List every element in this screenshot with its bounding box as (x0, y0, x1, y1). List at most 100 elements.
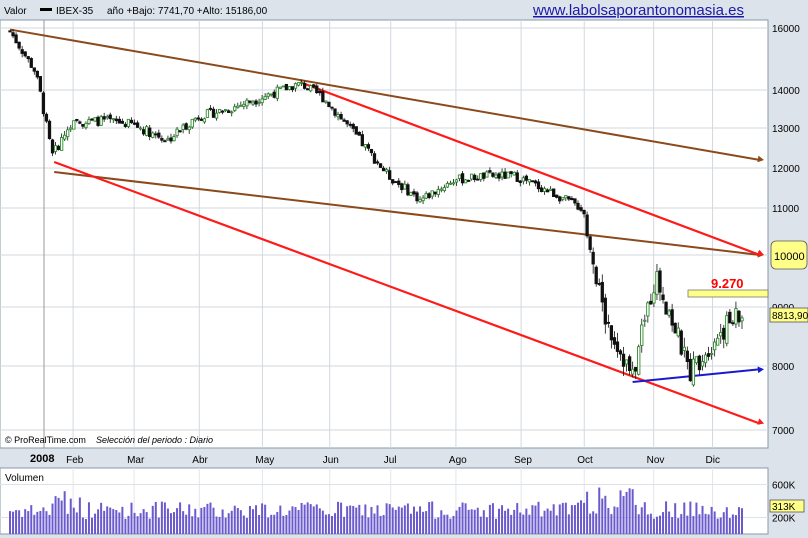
volume-bar (491, 503, 494, 534)
candle-body (391, 179, 395, 184)
volume-bar (215, 516, 218, 534)
volume-bar (115, 510, 118, 534)
volume-bar (610, 514, 613, 534)
volume-bar (534, 505, 537, 534)
candle-body (713, 341, 717, 351)
volume-bar (288, 510, 291, 534)
candle-body (187, 126, 191, 131)
volume-bar (370, 507, 373, 534)
volume-bar (388, 504, 391, 534)
brown-trendline (9, 28, 761, 161)
candle-body (658, 270, 662, 293)
volume-bar (30, 505, 33, 534)
candle-body (697, 355, 702, 371)
candle-body (564, 195, 568, 199)
candle-body (248, 100, 252, 103)
red-trendline (53, 160, 761, 425)
candle-body (509, 171, 513, 175)
candle-body (339, 114, 343, 120)
candle-body (366, 144, 371, 149)
volume-bar (118, 512, 121, 534)
volume-bar (333, 513, 336, 534)
x-tick-label: Jul (384, 455, 397, 466)
volume-bar (364, 504, 367, 534)
volume-tick-label: 600K (772, 481, 796, 492)
volume-bar (589, 513, 592, 534)
candle-body (740, 317, 744, 322)
volume-bar (573, 505, 576, 534)
volume-bar (416, 511, 419, 534)
volume-bar (397, 506, 400, 534)
candle-body (275, 86, 279, 99)
volume-bar (683, 502, 686, 534)
candle-body (102, 116, 106, 120)
candle-body (533, 180, 538, 184)
candle-body (515, 172, 519, 182)
volume-bar (592, 511, 595, 534)
candle-body (111, 118, 115, 121)
volume-bar (182, 511, 185, 534)
volume-bar (710, 506, 713, 534)
volume-bar (291, 506, 294, 534)
volume-bar (692, 516, 695, 534)
volume-bar (643, 502, 646, 534)
volume-bar (646, 514, 649, 534)
candle-body (424, 193, 428, 199)
last-price-label: 8813,90 (772, 311, 808, 322)
candle-body (597, 283, 601, 285)
volume-bar (321, 510, 324, 534)
volume-bar (561, 502, 564, 534)
candle-body (47, 120, 52, 140)
candle-body (23, 51, 27, 57)
volume-bar (160, 501, 163, 534)
candle-body (439, 188, 443, 191)
volume-bar (501, 505, 504, 534)
candle-body (26, 56, 30, 60)
volume-title: Volumen (5, 473, 44, 484)
volume-bar (531, 505, 534, 534)
candle-body (470, 173, 474, 180)
candle-body (287, 86, 292, 90)
volume-bar (33, 514, 36, 534)
volume-bar (431, 501, 434, 534)
volume-bar (66, 513, 69, 534)
volume-bar (507, 508, 510, 534)
volume-bar (446, 514, 449, 534)
volume-bar (607, 507, 610, 534)
volume-bar (379, 515, 382, 534)
candle-body (35, 70, 39, 78)
volume-bar (276, 511, 279, 534)
candle-body (117, 118, 121, 124)
candle-body (324, 100, 328, 103)
volume-bar (403, 505, 406, 534)
candle-body (691, 358, 696, 386)
volume-bar (540, 516, 543, 534)
volume-bar (27, 511, 30, 534)
volume-bar (522, 514, 525, 534)
site-link[interactable]: www.labolsaporantonomasia.es (532, 2, 744, 19)
candle-body (731, 322, 735, 325)
candles (8, 29, 744, 387)
candle-body (685, 350, 689, 363)
candle-body (348, 123, 352, 126)
volume-bar (498, 508, 501, 534)
volume-bar (267, 517, 270, 534)
candle-body (436, 189, 440, 196)
x-tick-label: Mar (127, 455, 145, 466)
candle-body (433, 191, 437, 195)
volume-bar (634, 504, 637, 534)
volume-bar (558, 504, 561, 534)
candle-body (224, 109, 228, 112)
resistance-label: 9.270 (711, 276, 744, 291)
candle-body (345, 120, 349, 125)
candle-body (217, 108, 222, 113)
volume-bar (662, 512, 665, 534)
volume-bar (48, 514, 51, 534)
x-tick-label: Dic (706, 455, 720, 466)
volume-bar (36, 511, 39, 534)
candle-body (585, 214, 589, 237)
candle-body (66, 129, 70, 138)
candle-body (485, 171, 489, 178)
x-tick-label: Feb (66, 455, 84, 466)
volume-bar (18, 510, 21, 534)
